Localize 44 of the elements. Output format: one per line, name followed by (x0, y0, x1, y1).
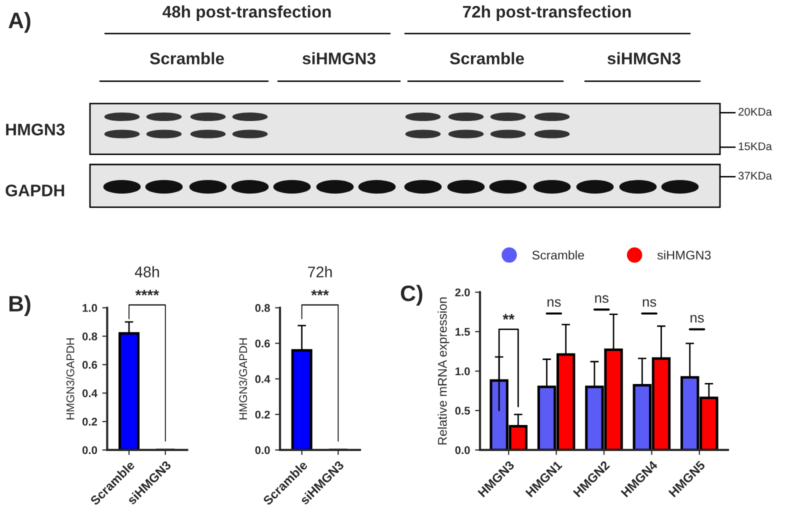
y-axis-title: Relative mRNA expression (438, 298, 450, 444)
text: A) (8, 12, 30, 33)
text: 72h post-transfection (462, 5, 631, 21)
text: GAPDH (6, 184, 64, 196)
text: C) (400, 284, 422, 306)
text: 20KDa (738, 108, 772, 116)
annotation: ** (502, 314, 515, 320)
y-tick-label: 1.0 (82, 304, 98, 312)
text: 37KDa (738, 172, 772, 180)
y-tick-label: 0.0 (255, 446, 270, 454)
y-axis-title: HMGN3/GAPDH (66, 338, 74, 420)
y-tick-label: 1.0 (456, 367, 470, 376)
y-tick-label: 0.2 (255, 410, 270, 419)
text: 15KDa (738, 142, 772, 150)
text: Scramble (450, 52, 524, 64)
legend-label: siHMGN3 (657, 250, 711, 260)
text: siHMGN3 (608, 52, 680, 64)
text: 48h post-transfection (162, 5, 331, 21)
annotation: ns (595, 295, 608, 303)
annotation: ns (548, 299, 561, 307)
y-tick-label: 0.8 (82, 332, 98, 340)
annotation: ns (642, 299, 656, 307)
legend-label: Scramble (532, 250, 584, 260)
y-tick-label: 0.2 (82, 418, 98, 426)
chart-title: 72h (308, 266, 332, 278)
y-tick-label: 0.8 (255, 304, 270, 312)
text: HMGN3 (6, 124, 65, 136)
annotation: ns (690, 314, 704, 323)
text: siHMGN3 (302, 52, 376, 64)
y-tick-label: 0.6 (82, 360, 98, 369)
text: *** (311, 290, 329, 296)
y-tick-label: 0.0 (455, 446, 470, 454)
text: Scramble (150, 52, 224, 64)
y-tick-label: 0.5 (455, 406, 470, 415)
y-tick-label: 1.5 (456, 328, 470, 336)
text: B) (9, 295, 30, 316)
text: **** (135, 290, 160, 296)
y-tick-label: 0.6 (255, 340, 270, 348)
y-tick-label: 0.0 (82, 446, 98, 454)
chart-title: 48h (134, 266, 159, 278)
y-tick-label: 2.0 (455, 288, 470, 296)
y-tick-label: 0.4 (82, 389, 98, 398)
y-tick-label: 0.4 (255, 375, 270, 384)
y-axis-title: HMGN3/GAPDH (238, 338, 248, 420)
